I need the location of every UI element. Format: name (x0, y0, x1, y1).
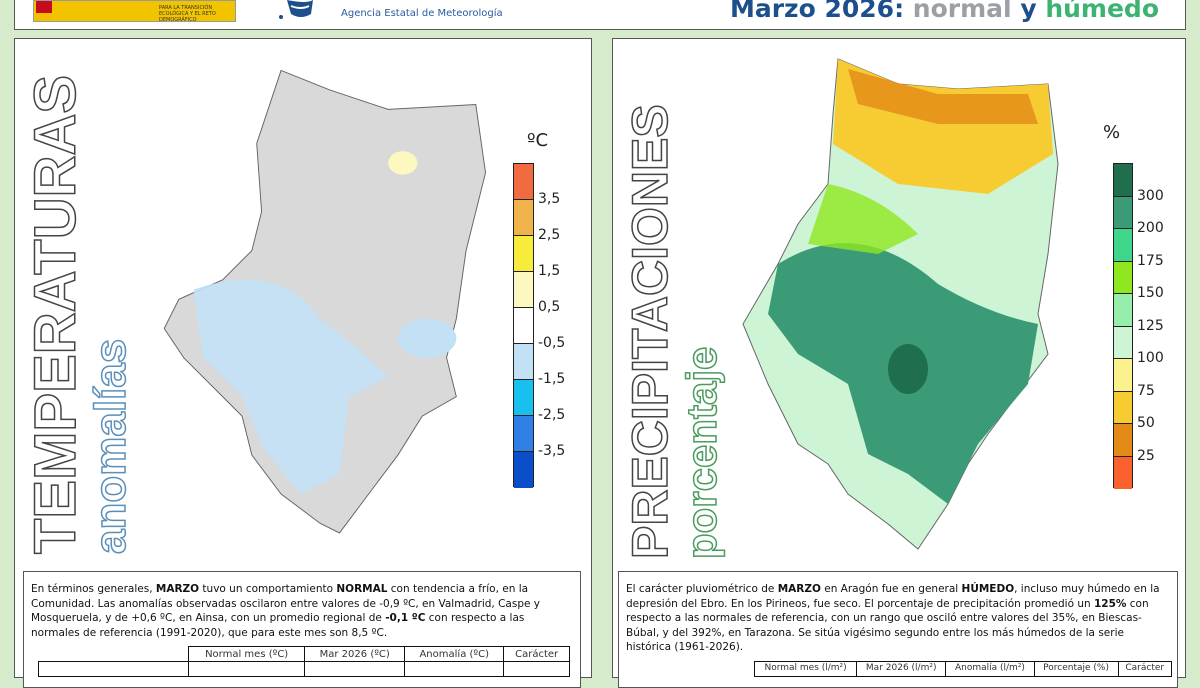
legend-swatch (1114, 164, 1132, 197)
legend-label: 1,5 (538, 263, 561, 279)
legend-swatch (514, 344, 533, 380)
temperature-subtitle: anomalías (85, 338, 136, 555)
temperature-summary-text: En términos generales, MARZO tuvo un com… (31, 583, 541, 639)
header: PARA LA TRANSICIÓN ECOLÓGICA Y EL RETO D… (14, 0, 1186, 30)
legend-swatch (1114, 326, 1132, 359)
legend-label: 125 (1137, 317, 1164, 334)
agency-name: Agencia Estatal de Meteorología (341, 8, 503, 19)
legend-label: 3,5 (538, 191, 561, 207)
temperature-summary: En términos generales, MARZO tuvo un com… (23, 571, 581, 688)
legend-label: -1,5 (538, 371, 566, 387)
legend-swatch (1114, 359, 1132, 392)
legend-swatch (1114, 229, 1132, 262)
legend-swatch (1114, 294, 1132, 327)
precipitation-title: PRECIPITACIONES (621, 104, 679, 560)
aemet-logo-icon (279, 0, 313, 19)
spain-flag-icon (36, 1, 52, 21)
precipitation-percentage-map (742, 58, 1059, 550)
legend-swatch (514, 380, 533, 416)
legend-label: -3,5 (538, 443, 566, 459)
ministry-name: PARA LA TRANSICIÓN ECOLÓGICA Y EL RETO D… (159, 5, 216, 23)
legend-swatch (514, 308, 533, 344)
legend-swatch (1114, 456, 1132, 489)
legend-label: 2,5 (538, 227, 561, 243)
temperature-panel: TEMPERATURAS anomalías ºC En términos ge… (14, 38, 592, 688)
temperature-anomaly-map (163, 69, 487, 534)
government-logo: PARA LA TRANSICIÓN ECOLÓGICA Y EL RETO D… (33, 0, 236, 23)
legend-label: 0,5 (538, 299, 561, 315)
legend-label: 175 (1137, 252, 1164, 269)
legend-swatch (1114, 196, 1132, 229)
precipitation-summary: El carácter pluviométrico de MARZO en Ar… (618, 571, 1178, 688)
legend-swatch (1114, 261, 1132, 294)
precipitation-summary-text: El carácter pluviométrico de MARZO en Ar… (626, 583, 1160, 653)
precipitation-legend (1113, 163, 1133, 489)
legend-swatch (1114, 424, 1132, 457)
legend-swatch (514, 236, 533, 272)
legend-swatch (514, 416, 533, 452)
legend-swatch (514, 164, 533, 200)
temperature-unit: ºC (527, 130, 549, 151)
temperature-legend (513, 163, 534, 488)
legend-label: 150 (1137, 285, 1164, 301)
legend-label: 50 (1137, 415, 1155, 431)
page-title: Marzo 2026: normal y húmedo (729, 0, 1159, 23)
legend-label: 200 (1137, 220, 1164, 236)
legend-label: 75 (1137, 382, 1155, 399)
legend-swatch (1114, 391, 1132, 424)
legend-label: 300 (1137, 187, 1164, 204)
legend-label: -0,5 (538, 335, 566, 351)
precipitation-subtitle: porcentaje (677, 346, 726, 560)
precipitation-table: Normal mes (l/m²) Mar 2026 (l/m²) Anomalía… (753, 660, 1172, 677)
legend-label: -2,5 (538, 407, 566, 423)
temperature-title: TEMPERATURAS (22, 74, 89, 555)
legend-label: 25 (1137, 447, 1155, 464)
precipitation-unit: % (1103, 122, 1121, 143)
legend-swatch (514, 272, 533, 308)
legend-label: 100 (1137, 350, 1164, 366)
precipitation-panel: PRECIPITACIONES porcentaje % El carácter… (612, 38, 1186, 688)
legend-swatch (514, 200, 533, 236)
temperature-table: Normal mes (ºC) Mar 2026 (ºC) Anomalía (ºC… (38, 646, 570, 677)
legend-swatch (514, 452, 533, 488)
